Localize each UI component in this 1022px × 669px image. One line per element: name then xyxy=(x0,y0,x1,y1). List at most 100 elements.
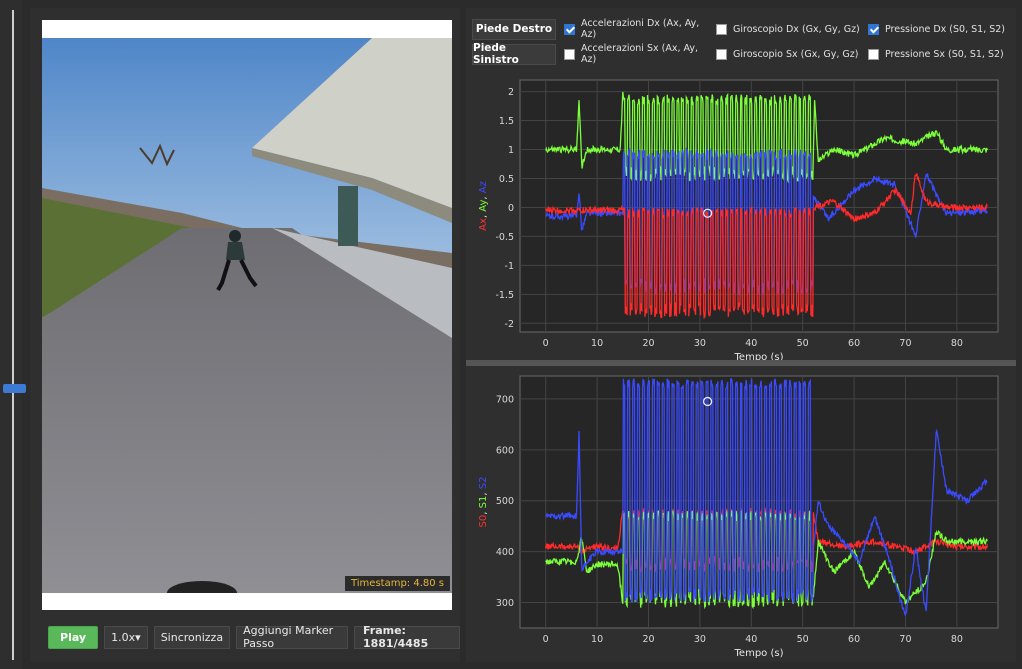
series-line xyxy=(545,173,988,320)
x-tick-label: 50 xyxy=(797,634,809,645)
left-acc-checkbox[interactable]: Accelerazioni Sx (Ax, Ay, Az) xyxy=(564,43,716,65)
skater xyxy=(216,230,258,291)
add-step-marker-button[interactable]: Aggiungi Marker Passo xyxy=(236,624,348,650)
checkbox-icon[interactable] xyxy=(564,48,575,60)
x-tick-label: 20 xyxy=(642,634,654,645)
checkbox-icon[interactable] xyxy=(868,48,879,60)
x-tick-label: 70 xyxy=(899,634,911,645)
x-axis-label: Tempo (s) xyxy=(734,648,784,659)
x-tick-label: 80 xyxy=(951,338,963,349)
video-frame: Timestamp: 4.80 s xyxy=(42,20,452,610)
y-tick-label: -1.5 xyxy=(495,290,514,301)
right-acc-label: Accelerazioni Dx (Ax, Ay, Az) xyxy=(581,18,700,40)
y-axis-label-part: S1 xyxy=(478,496,489,509)
x-axis-label: Tempo (s) xyxy=(734,352,784,360)
x-tick-label: 0 xyxy=(543,634,549,645)
y-tick-label: 0.5 xyxy=(499,174,514,185)
x-tick-label: 10 xyxy=(591,634,603,645)
left-foot-label: Piede Sinistro xyxy=(472,42,556,66)
y-tick-label: 400 xyxy=(496,547,514,558)
series-line xyxy=(545,147,988,297)
trees xyxy=(139,143,175,167)
sensor-panel: Piede Destro Accelerazioni Dx (Ax, Ay, A… xyxy=(466,8,1016,662)
x-tick-label: 80 xyxy=(951,634,963,645)
y-tick-label: 2 xyxy=(508,87,514,98)
x-tick-label: 30 xyxy=(694,338,706,349)
x-tick-label: 50 xyxy=(797,338,809,349)
acceleration-chart[interactable]: 0 10 20 30 40 50 60 70 80 2 1.5 1 0.5 0 -0.5 -1 -1.5 -2 Te… xyxy=(466,70,1016,360)
timeline-handle[interactable] xyxy=(3,384,26,393)
skate-shadow xyxy=(167,581,237,593)
right-acc-checkbox[interactable]: Accelerazioni Dx (Ax, Ay, Az) xyxy=(564,18,716,40)
video-view[interactable]: Timestamp: 4.80 s xyxy=(42,38,452,593)
canopy-edge xyxy=(252,148,452,223)
y-axis-label: S0, S1, S2 xyxy=(478,477,489,528)
chevron-down-icon: ▾ xyxy=(135,630,141,644)
right-gyro-checkbox[interactable]: Giroscopio Dx (Gx, Gy, Gz) xyxy=(716,23,868,35)
video-scene xyxy=(42,38,452,593)
y-axis-label-part: , xyxy=(478,489,489,495)
y-tick-label: 700 xyxy=(496,394,514,405)
play-button[interactable]: Play xyxy=(48,625,99,649)
speed-value: 1.0x xyxy=(111,630,136,644)
x-tick-label: 40 xyxy=(745,634,757,645)
y-tick-label: -1 xyxy=(505,261,514,272)
canopy-pillar xyxy=(338,186,358,246)
x-tick-label: 40 xyxy=(745,338,757,349)
y-axis-label-part: Ax xyxy=(478,218,489,231)
speed-select[interactable]: 1.0x ▾ xyxy=(104,625,148,649)
playback-controls: Play 1.0x ▾ Sincronizza Aggiungi Marker … xyxy=(48,624,460,650)
road xyxy=(42,228,452,593)
y-axis-label-part: , xyxy=(478,212,489,218)
y-axis-label-part: S2 xyxy=(478,477,489,490)
y-tick-label: 0 xyxy=(508,203,514,214)
y-axis-label-part: , xyxy=(478,508,489,514)
y-tick-label: 1.5 xyxy=(499,116,514,127)
plot-splitter[interactable] xyxy=(466,360,1016,366)
y-tick-label: 1 xyxy=(508,145,514,156)
left-foot-row: Piede Sinistro Accelerazioni Sx (Ax, Ay,… xyxy=(472,42,1020,66)
timeline-rail xyxy=(0,0,26,669)
checkbox-icon[interactable] xyxy=(716,48,727,60)
right-foot-label: Piede Destro xyxy=(472,18,556,40)
sync-button[interactable]: Sincronizza xyxy=(153,625,231,649)
x-tick-label: 20 xyxy=(642,338,654,349)
frame-counter: Frame: 1881/4485 xyxy=(353,624,460,650)
y-tick-label: 600 xyxy=(496,445,514,456)
x-tick-label: 10 xyxy=(591,338,603,349)
y-axis-label-part: Az xyxy=(478,181,489,193)
x-tick-label: 30 xyxy=(694,634,706,645)
series-line xyxy=(545,91,988,184)
y-tick-label: 300 xyxy=(496,598,514,609)
left-gyro-checkbox[interactable]: Giroscopio Sx (Gx, Gy, Gz) xyxy=(716,48,868,60)
x-tick-label: 60 xyxy=(848,338,860,349)
left-acc-label: Accelerazioni Sx (Ax, Ay, Az) xyxy=(581,43,698,65)
series-line xyxy=(545,377,988,616)
y-tick-label: 500 xyxy=(496,496,514,507)
video-panel: Timestamp: 4.80 s Play 1.0x ▾ Sincronizz… xyxy=(30,8,460,662)
canopy-roof xyxy=(252,38,452,208)
y-axis-label-part: , xyxy=(478,193,489,199)
y-axis-label-part: S0 xyxy=(478,515,489,528)
right-gyro-label: Giroscopio Dx (Gx, Gy, Gz) xyxy=(733,23,860,35)
x-tick-label: 60 xyxy=(848,634,860,645)
timestamp-label: Timestamp: 4.80 s xyxy=(344,576,450,591)
y-tick-label: -0.5 xyxy=(495,232,514,243)
barrier xyxy=(272,228,452,338)
pressure-chart[interactable]: 0 10 20 30 40 50 60 70 80 700 600 500 400 300 Tempo (s… xyxy=(466,368,1016,660)
y-axis-label-part: Ay xyxy=(478,200,489,212)
right-foot-row: Piede Destro Accelerazioni Dx (Ax, Ay, A… xyxy=(472,18,1020,40)
checkbox-icon[interactable] xyxy=(564,23,575,35)
cursor-marker[interactable] xyxy=(702,396,713,407)
y-tick-label: -2 xyxy=(505,319,514,330)
timeline-track xyxy=(12,10,14,660)
x-tick-label: 70 xyxy=(899,338,911,349)
left-pressure-label: Pressione Sx (S0, S1, S2) xyxy=(885,48,1004,60)
checkbox-icon[interactable] xyxy=(716,23,727,35)
left-pressure-checkbox[interactable]: Pressione Sx (S0, S1, S2) xyxy=(868,48,1020,60)
right-pressure-label: Pressione Dx (S0, S1, S2) xyxy=(885,23,1006,35)
right-pressure-checkbox[interactable]: Pressione Dx (S0, S1, S2) xyxy=(868,23,1020,35)
checkbox-icon[interactable] xyxy=(868,23,879,35)
y-axis-label: Ax, Ay, Az xyxy=(478,181,489,231)
cursor-marker[interactable] xyxy=(702,208,713,218)
